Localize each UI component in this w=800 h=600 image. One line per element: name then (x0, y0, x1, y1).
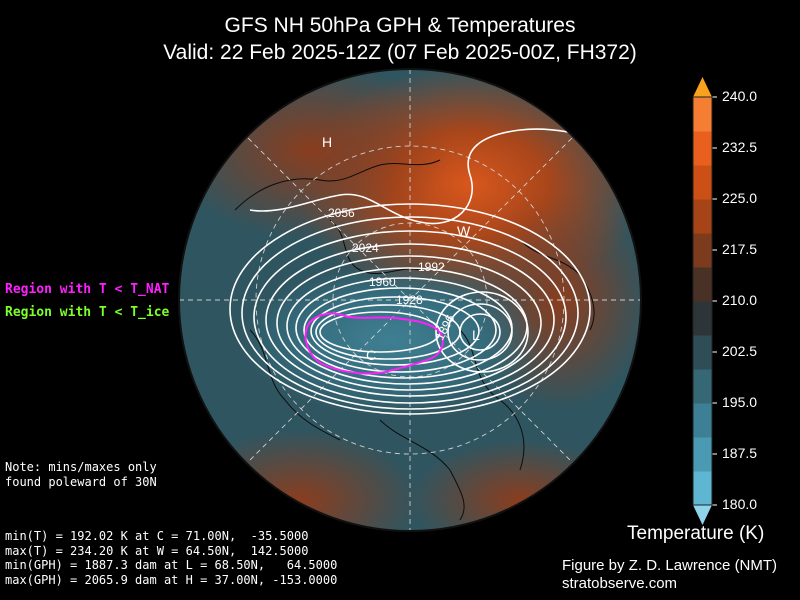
colorbar-tick-225: 225.0 (722, 190, 758, 206)
colorbar-title: Temperature (K) (627, 523, 765, 544)
colorbar-segment (693, 267, 712, 302)
colorbar-segment (693, 131, 712, 166)
figure-subtitle: Valid: 22 Feb 2025-12Z (07 Feb 2025-00Z,… (163, 41, 637, 64)
stat-min-gph: min(GPH) = 1887.3 dam at L = 68.50N, 64.… (5, 558, 338, 572)
colorbar-segment (693, 165, 712, 200)
contour-label-1960: 1960 (369, 275, 396, 289)
cold-marker: C (366, 347, 376, 363)
contour-label-2024: 2024 (352, 241, 379, 255)
colorbar-tick-232-5: 232.5 (722, 139, 758, 155)
contour-label-2056: 2056 (328, 206, 355, 220)
high-marker: H (322, 134, 332, 150)
stat-min-temperature: min(T) = 192.02 K at C = 71.00N, -35.500… (5, 529, 309, 543)
gph-contours (229, 128, 641, 415)
colorbar-segment (693, 437, 712, 472)
contour-label-1928: 1928 (396, 293, 423, 307)
figure-title: GFS NH 50hPa GPH & Temperatures (224, 14, 576, 37)
stat-max-temperature: max(T) = 234.20 K at W = 64.50N, 142.500… (5, 543, 309, 558)
map-boundary (178, 68, 642, 532)
website-credit: stratobserve.com (562, 575, 678, 592)
map-disc (179, 69, 641, 531)
colorbar-segment (693, 471, 712, 506)
colorbar-extend-high (693, 77, 712, 97)
nat-region (304, 312, 444, 375)
stats-block: min(T) = 192.02 K at C = 71.00N, -35.500… (5, 529, 337, 587)
minmax-note: Note: mins/maxes only found poleward of … (5, 460, 157, 489)
warm-marker: W (457, 223, 471, 239)
graticule (179, 69, 641, 531)
colorbar-tick-210: 210.0 (722, 292, 758, 308)
colorbar-segment (693, 403, 712, 438)
low-marker: L (472, 327, 480, 343)
ice-legend-label: Region with T < T_ice (5, 305, 170, 320)
colorbar-tick-217-5: 217.5 (722, 241, 758, 257)
contour-label-1992: 1992 (418, 260, 445, 274)
colorbar-segment (693, 233, 712, 268)
colorbar-tick-202-5: 202.5 (722, 343, 758, 359)
temperature-colorbar (692, 77, 717, 525)
colorbar-tick-187-5: 187.5 (722, 445, 758, 461)
colorbar-tick-195: 195.0 (722, 394, 758, 410)
stat-max-gph: max(GPH) = 2065.9 dam at H = 37.00N, -15… (5, 572, 338, 587)
colorbar-border (692, 96, 713, 506)
extrema-markers: H L W C (322, 134, 480, 363)
colorbar-segment (693, 369, 712, 404)
colorbar-segment (693, 199, 712, 234)
colorbar-segment (693, 335, 712, 370)
figure-credit: Figure by Z. D. Lawrence (NMT) (562, 557, 778, 574)
colorbar-tick-180: 180.0 (722, 496, 758, 512)
nat-legend-label: Region with T < T_NAT (5, 282, 170, 297)
colorbar-tick-240: 240.0 (722, 88, 758, 104)
colorbar-segment (693, 301, 712, 336)
colorbar-extend-low (693, 505, 712, 525)
colorbar-segment (693, 97, 712, 132)
